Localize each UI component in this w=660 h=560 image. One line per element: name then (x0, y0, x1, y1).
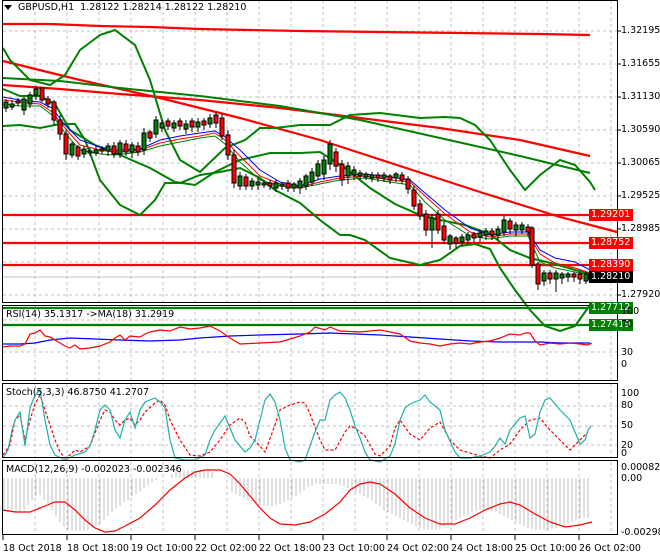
price-tag-support-1: 1.27712 (589, 302, 633, 314)
rsi-tick: 30 (621, 347, 634, 358)
macd-tick: 0.000822 (621, 462, 660, 473)
price-tag-current: 1.28210 (589, 271, 633, 283)
price-tick: 1.29525 (621, 190, 660, 201)
time-label: 23 Oct 10:00 (323, 543, 385, 554)
price-axis: 1.32195 1.31655 1.31130 1.30590 1.30065 … (621, 0, 660, 303)
time-label: 24 Oct 18:00 (451, 543, 513, 554)
rsi-tick: 0 (621, 359, 628, 370)
stoch-tick: 80 (621, 400, 634, 411)
rsi-label: RSI(14) 35.1317 ->MA(18) 31.2919 (6, 309, 175, 320)
stoch-tick: 20 (621, 440, 634, 451)
dropdown-triangle-icon[interactable] (4, 5, 12, 10)
price-tick: 1.31655 (621, 58, 660, 69)
price-tick: 1.28985 (621, 223, 660, 234)
stoch-tick: 50 (621, 420, 634, 431)
chart-title: GBPUSD,H1 1.28122 1.28214 1.28122 1.2821… (4, 2, 246, 13)
price-tick: 1.32195 (621, 25, 660, 36)
price-tag-support-2: 1.27419 (589, 319, 633, 331)
candlesticks (3, 86, 594, 292)
time-label: 25 Oct 10:00 (515, 543, 577, 554)
resistance-levels (3, 213, 617, 267)
time-label: 18 Oct 18:00 (67, 543, 129, 554)
rsi-tick: 100 (621, 306, 640, 317)
time-label: 22 Oct 02:00 (195, 543, 257, 554)
time-label: 22 Oct 18:00 (259, 543, 321, 554)
rsi-lines (2, 325, 593, 350)
price-tag-resistance-3: 1.28390 (589, 259, 633, 271)
price-tick: 1.30065 (621, 157, 660, 168)
grid (3, 0, 617, 535)
bollinger-bands (2, 28, 596, 333)
stoch-label: Stoch(5,3,3) 46.8750 41.2707 (6, 387, 150, 398)
rsi-tick: 70 (621, 319, 634, 330)
time-label: 18 Oct 2018 (3, 543, 62, 554)
time-axis: 18 Oct 2018 18 Oct 18:00 19 Oct 10:00 22… (0, 543, 660, 560)
price-tick: 1.27920 (621, 289, 660, 300)
panel-borders (2, 0, 618, 535)
trend-lines (2, 22, 618, 234)
support-levels (3, 306, 617, 327)
stoch-tick: 0 (621, 448, 628, 459)
price-tag-resistance-2: 1.28752 (589, 237, 633, 249)
time-label: 24 Oct 02:00 (387, 543, 449, 554)
macd-tick: -0.002989 (621, 527, 660, 538)
symbol-label: GBPUSD,H1 (18, 2, 75, 13)
time-label: 19 Oct 10:00 (131, 543, 193, 554)
macd-label: MACD(12,26,9) -0.002023 -0.002346 (6, 464, 182, 475)
macd-signal-line (2, 469, 593, 533)
ohlc-values: 1.28122 1.28214 1.28122 1.28210 (80, 2, 247, 13)
time-axis-ticks (2, 535, 580, 540)
stoch-tick: 100 (621, 388, 640, 399)
price-tag-resistance-1: 1.29201 (589, 209, 633, 221)
price-axis-ticks (617, 30, 621, 296)
price-tick: 1.30590 (621, 124, 660, 135)
price-tick: 1.31130 (621, 91, 660, 102)
time-label: 26 Oct 02:00 (579, 543, 641, 554)
macd-histogram (3, 470, 589, 531)
macd-tick: 0.00 (621, 473, 643, 484)
